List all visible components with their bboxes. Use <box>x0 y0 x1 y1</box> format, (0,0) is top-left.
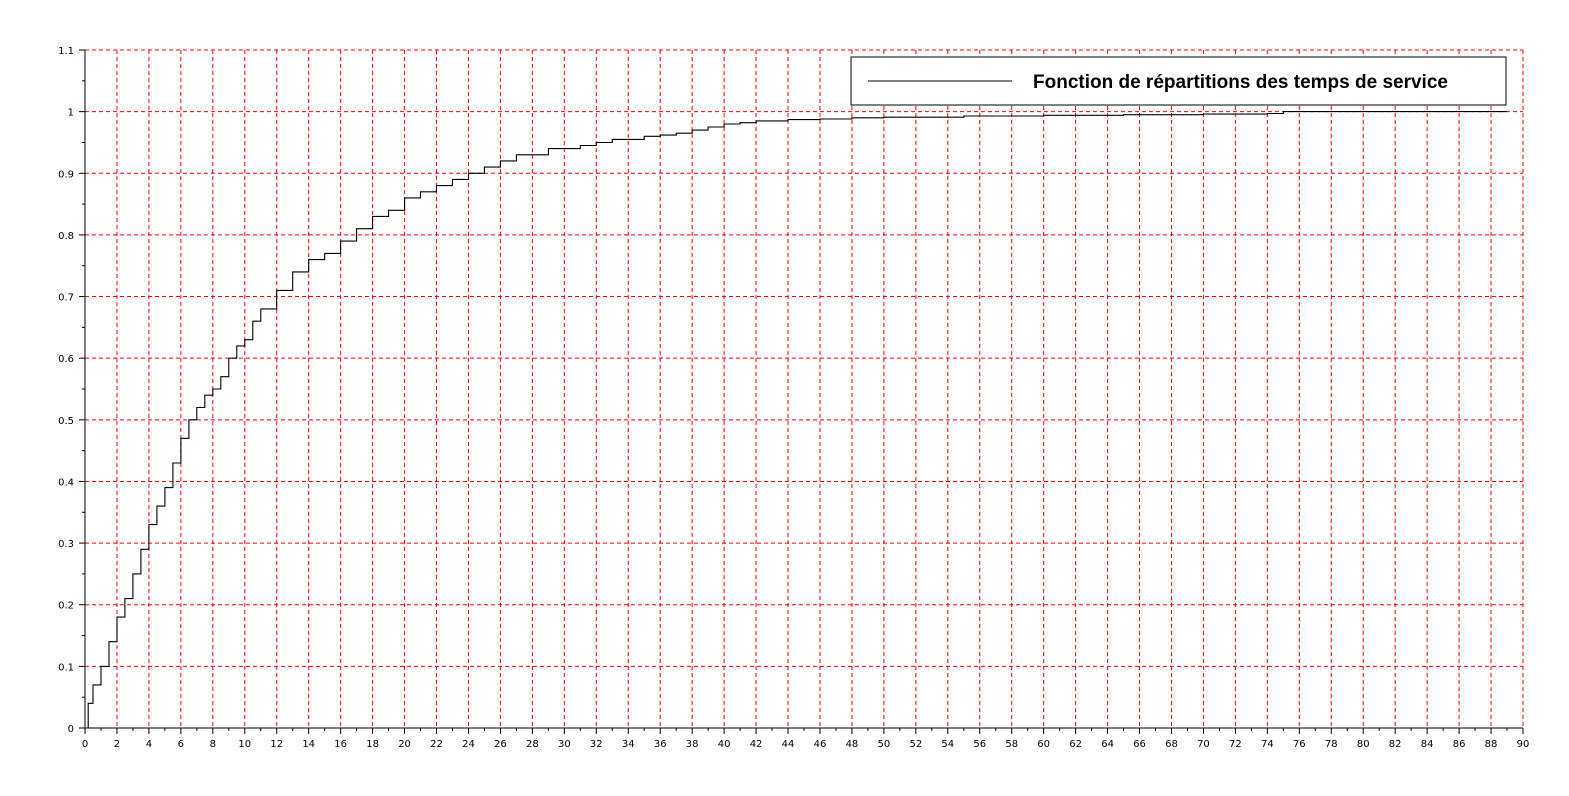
x-tick-label: 88 <box>1485 739 1498 750</box>
x-tick-label: 16 <box>334 739 347 750</box>
x-tick-label: 86 <box>1453 739 1466 750</box>
x-tick-label: 84 <box>1421 739 1434 750</box>
series-layer <box>85 111 1507 729</box>
x-tick-label: 4 <box>146 739 152 750</box>
x-tick-label: 78 <box>1325 739 1338 750</box>
series-line <box>85 111 1507 729</box>
y-tick-label: 0 <box>68 724 74 735</box>
x-tick-label: 14 <box>302 739 315 750</box>
y-tick-label: 0.5 <box>58 416 74 427</box>
x-tick-label: 62 <box>1069 739 1082 750</box>
x-tick-label: 60 <box>1037 739 1050 750</box>
x-tick-label: 90 <box>1517 739 1530 750</box>
x-tick-label: 72 <box>1229 739 1242 750</box>
x-tick-label: 70 <box>1197 739 1210 750</box>
x-tick-label: 68 <box>1165 739 1178 750</box>
x-tick-label: 56 <box>973 739 986 750</box>
legend: Fonction de répartitions des temps de se… <box>850 56 1507 106</box>
x-tick-label: 50 <box>878 739 891 750</box>
x-tick-label: 46 <box>814 739 827 750</box>
x-tick-label: 18 <box>366 739 379 750</box>
x-tick-label: 26 <box>494 739 507 750</box>
y-tick-label: 1.1 <box>58 46 74 57</box>
x-tick-label: 42 <box>750 739 763 750</box>
y-tick-label: 0.7 <box>58 293 74 304</box>
x-tick-label: 64 <box>1101 739 1114 750</box>
x-tick-label: 38 <box>686 739 699 750</box>
y-tick-label: 0.1 <box>58 662 74 673</box>
x-tick-label: 52 <box>909 739 922 750</box>
x-tick-label: 66 <box>1133 739 1146 750</box>
x-tick-label: 0 <box>82 739 88 750</box>
x-tick-label: 12 <box>270 739 283 750</box>
y-tick-label: 0.3 <box>58 539 74 550</box>
x-tick-label: 28 <box>526 739 539 750</box>
y-tick-label: 0.4 <box>58 477 74 488</box>
y-tick-label: 0.6 <box>58 354 74 365</box>
x-tick-label: 36 <box>654 739 667 750</box>
x-tick-label: 76 <box>1293 739 1306 750</box>
x-tick-label: 44 <box>782 739 795 750</box>
x-tick-label: 82 <box>1389 739 1402 750</box>
grid <box>85 49 1524 728</box>
x-tick-label: 58 <box>1005 739 1018 750</box>
y-tick-label: 0.2 <box>58 601 74 612</box>
legend-label: Fonction de répartitions des temps de se… <box>1033 72 1448 93</box>
x-tick-label: 22 <box>430 739 443 750</box>
x-tick-label: 8 <box>210 739 216 750</box>
y-tick-label: 0.8 <box>58 231 74 242</box>
x-tick-label: 32 <box>590 739 603 750</box>
axes <box>84 50 1523 729</box>
x-tick-label: 2 <box>114 739 120 750</box>
x-tick-label: 48 <box>846 739 859 750</box>
x-tick-label: 30 <box>558 739 571 750</box>
x-tick-label: 20 <box>398 739 411 750</box>
y-tick-label: 1 <box>68 108 74 119</box>
ticks <box>79 49 1524 734</box>
y-tick-label: 0.9 <box>58 169 74 180</box>
x-tick-label: 80 <box>1357 739 1370 750</box>
x-tick-label: 6 <box>178 739 184 750</box>
tick-labels: 0 2 4 6 8 10 12 14 16 18 20 22 24 26 28 30 32 34 36 38 40 42 4… <box>58 46 1529 750</box>
x-tick-label: 54 <box>941 739 954 750</box>
x-tick-label: 40 <box>718 739 731 750</box>
x-tick-label: 24 <box>462 739 475 750</box>
x-tick-label: 10 <box>238 739 251 750</box>
x-tick-label: 74 <box>1261 739 1274 750</box>
x-tick-label: 34 <box>622 739 635 750</box>
